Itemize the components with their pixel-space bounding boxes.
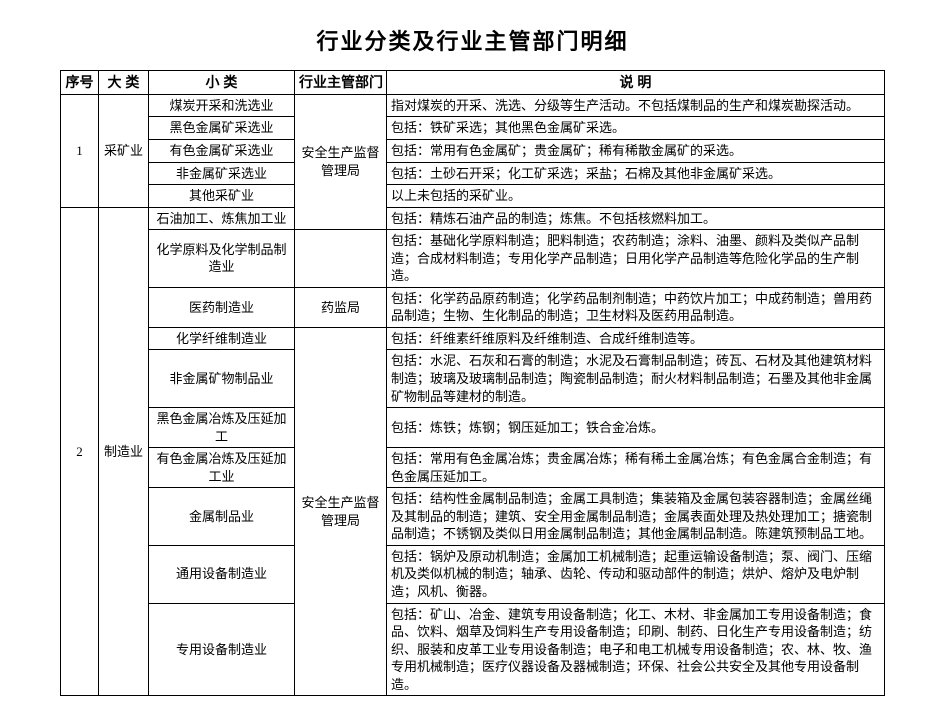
cell-cat-mining: 采矿业 <box>99 94 149 207</box>
cell-desc-nonmetal-prod: 包括：水泥、石灰和石膏的制造；水泥及石膏制品制造；砖瓦、石材及其他建筑材料制造；… <box>387 350 885 408</box>
table-row: 通用设备制造业 包括：锅炉及原动机制造；金属加工机械制造；起重运输设备制造；泵、… <box>61 545 885 603</box>
cell-sub-other-mine: 其他采矿业 <box>149 185 295 208</box>
table-row: 非金属矿物制品业 包括：水泥、石灰和石膏的制造；水泥及石膏制品制造；砖瓦、石材及… <box>61 350 885 408</box>
table-row: 黑色金属冶炼及压延加工 包括：炼铁；炼钢；钢压延加工；铁合金冶炼。 <box>61 408 885 448</box>
page: 行业分类及行业主管部门明细 序号 大 类 小 类 行业主管部门 说 明 1 采矿… <box>0 0 945 706</box>
cell-sub-chem-fiber: 化学纤维制造业 <box>149 327 295 350</box>
col-dept: 行业主管部门 <box>295 71 387 95</box>
cell-seq-2: 2 <box>61 207 99 696</box>
cell-dept-chem <box>295 230 387 288</box>
col-desc: 说 明 <box>387 71 885 95</box>
col-seq: 序号 <box>61 71 99 95</box>
cell-sub-nonferrous-smelt: 有色金属冶炼及压延加工业 <box>149 448 295 488</box>
cell-sub-petro: 石油加工、炼焦加工业 <box>149 207 295 230</box>
table-row: 其他采矿业 以上未包括的采矿业。 <box>61 185 885 208</box>
col-cat: 大 类 <box>99 71 149 95</box>
cell-desc-nonferrous-smelt: 包括：常用有色金属冶炼；贵金属冶炼；稀有稀土金属冶炼；有色金属合金制造；有色金属… <box>387 448 885 488</box>
cell-desc-chem-fiber: 包括：纤维素纤维原料及纤维制造、合成纤维制造等。 <box>387 327 885 350</box>
page-title: 行业分类及行业主管部门明细 <box>60 24 885 56</box>
table-row: 医药制造业 药监局 包括：化学药品原药制造；化学药品制剂制造；中药饮片加工；中成… <box>61 287 885 327</box>
cell-desc-pharma: 包括：化学药品原药制造；化学药品制剂制造；中药饮片加工；中成药制造；兽用药品制造… <box>387 287 885 327</box>
cell-cat-mfg: 制造业 <box>99 207 149 696</box>
cell-dept-safety-1: 安全生产监督管理局 <box>295 94 387 229</box>
cell-desc-general-equip: 包括：锅炉及原动机制造；金属加工机械制造；起重运输设备制造；泵、阀门、压缩机及类… <box>387 545 885 603</box>
table-header-row: 序号 大 类 小 类 行业主管部门 说 明 <box>61 71 885 95</box>
cell-sub-ferrous-mine: 黑色金属矿采选业 <box>149 117 295 140</box>
table-row: 化学纤维制造业 安全生产监督管理局 包括：纤维素纤维原料及纤维制造、合成纤维制造… <box>61 327 885 350</box>
cell-seq-1: 1 <box>61 94 99 207</box>
table-row: 金属制品业 包括：结构性金属制品制造；金属工具制造；集装箱及金属包装容器制造；金… <box>61 488 885 546</box>
cell-sub-coal: 煤炭开采和洗选业 <box>149 94 295 117</box>
cell-sub-nonmetal-mine: 非金属矿采选业 <box>149 162 295 185</box>
table-row: 专用设备制造业 包括：矿山、冶金、建筑专用设备制造；化工、木材、非金属加工专用设… <box>61 603 885 696</box>
cell-sub-metal-prod: 金属制品业 <box>149 488 295 546</box>
cell-sub-chem-raw: 化学原料及化学制品制造业 <box>149 230 295 288</box>
cell-dept-drug: 药监局 <box>295 287 387 327</box>
table-row: 化学原料及化学制品制造业 包括：基础化学原料制造；肥料制造；农药制造；涂料、油墨… <box>61 230 885 288</box>
cell-desc-metal-prod: 包括：结构性金属制品制造；金属工具制造；集装箱及金属包装容器制造；金属丝绳及其制… <box>387 488 885 546</box>
table-row: 2 制造业 石油加工、炼焦加工业 包括：精炼石油产品的制造；炼焦。不包括核燃料加… <box>61 207 885 230</box>
detail-table: 序号 大 类 小 类 行业主管部门 说 明 1 采矿业 煤炭开采和洗选业 安全生… <box>60 70 885 696</box>
table-row: 有色金属矿采选业 包括：常用有色金属矿；贵金属矿；稀有稀散金属矿的采选。 <box>61 139 885 162</box>
cell-desc-nonmetal-mine: 包括：土砂石开采；化工矿采选；采盐；石棉及其他非金属矿采选。 <box>387 162 885 185</box>
cell-desc-special-equip: 包括：矿山、冶金、建筑专用设备制造；化工、木材、非金属加工专用设备制造；食品、饮… <box>387 603 885 696</box>
cell-desc-ferrous-smelt: 包括：炼铁；炼钢；钢压延加工；铁合金冶炼。 <box>387 408 885 448</box>
cell-desc-chem-raw: 包括：基础化学原料制造；肥料制造；农药制造；涂料、油墨、颜料及类似产品制造；合成… <box>387 230 885 288</box>
cell-desc-other-mine: 以上未包括的采矿业。 <box>387 185 885 208</box>
table-row: 1 采矿业 煤炭开采和洗选业 安全生产监督管理局 指对煤炭的开采、洗选、分级等生… <box>61 94 885 117</box>
cell-dept-safety-2: 安全生产监督管理局 <box>295 327 387 695</box>
table-row: 有色金属冶炼及压延加工业 包括：常用有色金属冶炼；贵金属冶炼；稀有稀土金属冶炼；… <box>61 448 885 488</box>
cell-sub-nonferrous-mine: 有色金属矿采选业 <box>149 139 295 162</box>
cell-sub-nonmetal-prod: 非金属矿物制品业 <box>149 350 295 408</box>
cell-desc-nonferrous-mine: 包括：常用有色金属矿；贵金属矿；稀有稀散金属矿的采选。 <box>387 139 885 162</box>
cell-sub-special-equip: 专用设备制造业 <box>149 603 295 696</box>
cell-sub-general-equip: 通用设备制造业 <box>149 545 295 603</box>
cell-desc-ferrous-mine: 包括：铁矿采选；其他黑色金属矿采选。 <box>387 117 885 140</box>
cell-desc-coal: 指对煤炭的开采、洗选、分级等生产活动。不包括煤制品的生产和煤炭勘探活动。 <box>387 94 885 117</box>
table-row: 非金属矿采选业 包括：土砂石开采；化工矿采选；采盐；石棉及其他非金属矿采选。 <box>61 162 885 185</box>
col-sub: 小 类 <box>149 71 295 95</box>
cell-sub-pharma: 医药制造业 <box>149 287 295 327</box>
cell-sub-ferrous-smelt: 黑色金属冶炼及压延加工 <box>149 408 295 448</box>
cell-desc-petro: 包括：精炼石油产品的制造；炼焦。不包括核燃料加工。 <box>387 207 885 230</box>
table-row: 黑色金属矿采选业 包括：铁矿采选；其他黑色金属矿采选。 <box>61 117 885 140</box>
